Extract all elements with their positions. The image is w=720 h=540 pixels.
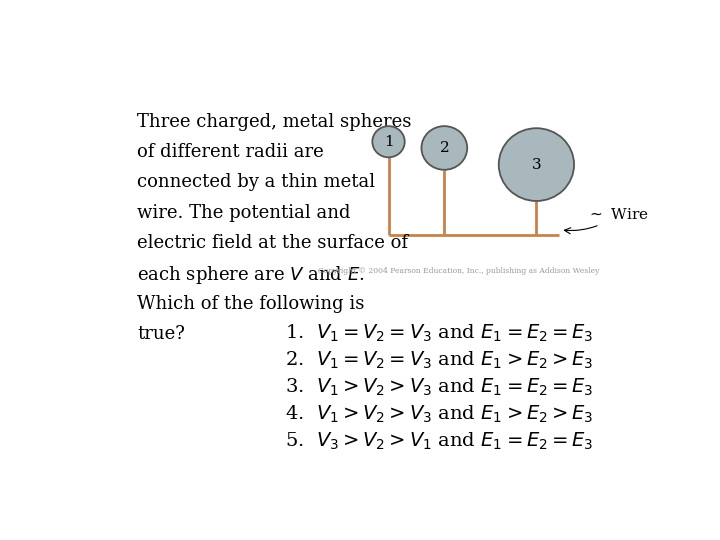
Text: Three charged, metal spheres: Three charged, metal spheres	[138, 113, 412, 131]
Text: $\sim$ Wire: $\sim$ Wire	[564, 207, 648, 234]
Text: electric field at the surface of: electric field at the surface of	[138, 234, 408, 252]
Ellipse shape	[372, 126, 405, 157]
Text: connected by a thin metal: connected by a thin metal	[138, 173, 376, 191]
Text: wire. The potential and: wire. The potential and	[138, 204, 351, 222]
Text: each sphere are $V$ and $E$.: each sphere are $V$ and $E$.	[138, 265, 365, 286]
Text: 5.  $V_3 > V_2 > V_1$ and $E_1 = E_2 = E_3$: 5. $V_3 > V_2 > V_1$ and $E_1 = E_2 = E_…	[285, 430, 594, 452]
Text: Copyright © 2004 Pearson Education, Inc., publishing as Addison Wesley: Copyright © 2004 Pearson Education, Inc.…	[318, 267, 599, 275]
Text: 2.  $V_1 = V_2 = V_3$ and $E_1 > E_2 > E_3$: 2. $V_1 = V_2 = V_3$ and $E_1 > E_2 > E_…	[285, 349, 594, 370]
Text: 3: 3	[531, 158, 541, 172]
Text: of different radii are: of different radii are	[138, 143, 324, 161]
Ellipse shape	[421, 126, 467, 170]
Text: 1.  $V_1 = V_2 = V_3$ and $E_1 = E_2 = E_3$: 1. $V_1 = V_2 = V_3$ and $E_1 = E_2 = E_…	[285, 322, 594, 343]
Text: 4.  $V_1 > V_2 > V_3$ and $E_1 > E_2 > E_3$: 4. $V_1 > V_2 > V_3$ and $E_1 > E_2 > E_…	[285, 403, 594, 425]
Text: 1: 1	[384, 134, 393, 149]
Text: true?: true?	[138, 325, 185, 343]
Text: 3.  $V_1 > V_2 > V_3$ and $E_1 = E_2 = E_3$: 3. $V_1 > V_2 > V_3$ and $E_1 = E_2 = E_…	[285, 376, 594, 397]
Text: Which of the following is: Which of the following is	[138, 295, 365, 313]
Ellipse shape	[499, 128, 574, 201]
Text: 2: 2	[439, 141, 449, 155]
